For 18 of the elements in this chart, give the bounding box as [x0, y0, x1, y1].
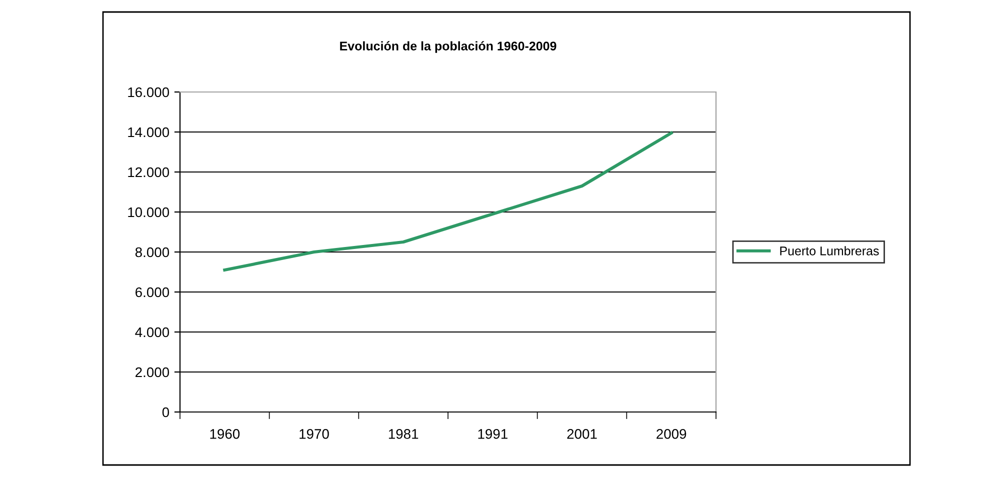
x-tick-label: 2001 — [567, 429, 597, 439]
x-tick-label: 2009 — [656, 429, 686, 439]
x-tick-label: 1991 — [478, 429, 508, 439]
legend-label: Puerto Lumbreras — [780, 246, 879, 256]
x-tick-label: 1970 — [300, 429, 329, 439]
y-tick-label: 0 — [162, 407, 170, 418]
y-tick-label: 6.000 — [136, 287, 170, 298]
y-tick-label: 4.000 — [135, 327, 170, 338]
y-tick-label: 8.000 — [135, 247, 170, 258]
x-tick-label: 1981 — [388, 429, 418, 439]
y-tick-label: 14.000 — [128, 127, 170, 138]
chart-title: Evolución de la población 1960-2009 — [340, 41, 556, 53]
y-tick-label: 12.000 — [128, 167, 170, 178]
y-tick-label: 2.000 — [136, 367, 170, 378]
y-tick-label: 10.000 — [128, 207, 170, 218]
y-tick-label: 16.000 — [128, 87, 170, 98]
x-tick-label: 1960 — [210, 429, 240, 439]
line-series — [223, 131, 673, 272]
